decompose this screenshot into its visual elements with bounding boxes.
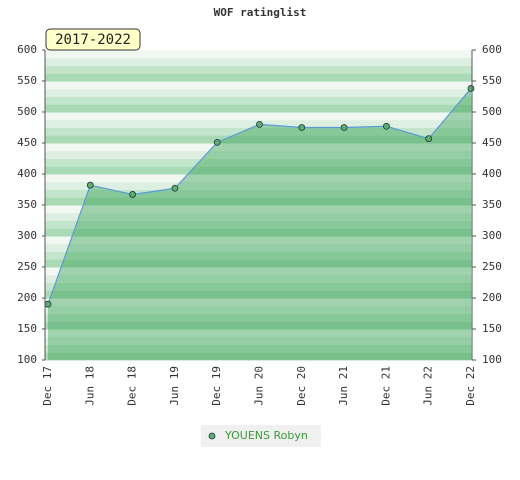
legend-box	[201, 425, 321, 447]
y-tick-label: 400	[17, 167, 37, 180]
y-tick-label: 300	[17, 229, 37, 242]
x-tick-label: Dec 18	[126, 366, 139, 406]
x-tick-label: Dec 17	[41, 366, 54, 406]
marker	[171, 184, 179, 192]
background-band	[45, 336, 472, 345]
background-band	[45, 205, 472, 214]
y-tick-label: 100	[17, 353, 37, 366]
y2-tick-label: 500	[482, 105, 502, 118]
marker	[86, 181, 94, 189]
background-band	[45, 259, 472, 268]
x-tick-label: Dec 22	[464, 366, 477, 406]
y-tick-label: 600	[17, 43, 37, 56]
background-band	[45, 181, 472, 190]
marker	[44, 300, 52, 308]
background-band	[45, 228, 472, 237]
y2-tick-label: 200	[482, 291, 502, 304]
background-band	[45, 321, 472, 330]
background-band	[45, 104, 472, 113]
badge-box	[45, 28, 141, 51]
x-tick-label: Jun 19	[168, 366, 181, 406]
legend-label: YOUENS Robyn	[224, 429, 308, 442]
background-band	[45, 243, 472, 252]
background-band	[45, 150, 472, 159]
marker	[256, 121, 263, 128]
background-band	[45, 236, 472, 245]
background-band	[45, 166, 472, 175]
background-band	[45, 220, 472, 229]
badge: 2017-2022	[55, 32, 131, 48]
area	[48, 88, 471, 360]
y2-tick-label: 350	[482, 198, 502, 211]
background-band	[45, 143, 472, 152]
y-tick-label: 250	[17, 260, 37, 273]
background-band	[45, 189, 472, 198]
background-band	[45, 73, 472, 82]
background-band	[45, 267, 472, 276]
x-tick-label: Jun 22	[422, 366, 435, 406]
chart-title: WOF ratinglist	[214, 6, 307, 19]
marker	[467, 85, 475, 92]
background-band	[45, 344, 472, 353]
background-band	[45, 112, 472, 121]
background-band	[45, 305, 472, 314]
x-tick-label: Dec 20	[295, 366, 308, 406]
marker	[340, 124, 348, 131]
x-tick-label: Jun 20	[253, 366, 266, 406]
background-band	[45, 96, 472, 105]
background-band	[45, 88, 472, 97]
y-tick-label: 200	[17, 291, 37, 304]
marker	[129, 191, 137, 198]
background-band	[45, 135, 472, 144]
y2-tick-label: 550	[482, 74, 502, 87]
background-band	[45, 65, 472, 74]
y-tick-label: 500	[17, 105, 37, 118]
background-band	[45, 251, 472, 260]
background-band	[45, 57, 472, 66]
y2-tick-label: 450	[482, 136, 502, 149]
background-band	[45, 274, 472, 283]
y-tick-label: 450	[17, 136, 37, 149]
y2-tick-label: 600	[482, 43, 502, 56]
x-tick-label: Jun 21	[337, 366, 350, 406]
background-band	[45, 282, 472, 291]
background-band	[45, 298, 472, 307]
y2-tick-label: 300	[482, 229, 502, 242]
background-band	[45, 174, 472, 183]
y2-tick-label: 150	[482, 322, 502, 335]
background-band	[45, 212, 472, 221]
legend-marker	[208, 432, 216, 440]
marker	[382, 122, 390, 130]
y-tick-label: 550	[17, 74, 37, 87]
x-tick-label: Dec 19	[210, 366, 223, 406]
y2-tick-label: 250	[482, 260, 502, 273]
x-tick-label: Dec 21	[379, 366, 392, 406]
background-band	[45, 50, 472, 59]
marker	[425, 135, 433, 143]
y-tick-label: 350	[17, 198, 37, 211]
x-tick-label: Jun 18	[83, 366, 96, 406]
background-band	[45, 290, 472, 299]
background-band	[45, 352, 472, 361]
background-band	[45, 81, 472, 90]
background-band	[45, 313, 472, 322]
y-tick-label: 150	[17, 322, 37, 335]
background-band	[45, 197, 472, 206]
background-band	[45, 158, 472, 167]
marker	[213, 138, 221, 146]
background-band	[45, 127, 472, 136]
y2-tick-label: 400	[482, 167, 502, 180]
background-band	[45, 329, 472, 338]
y2-tick-label: 100	[482, 353, 502, 366]
marker	[298, 124, 306, 131]
